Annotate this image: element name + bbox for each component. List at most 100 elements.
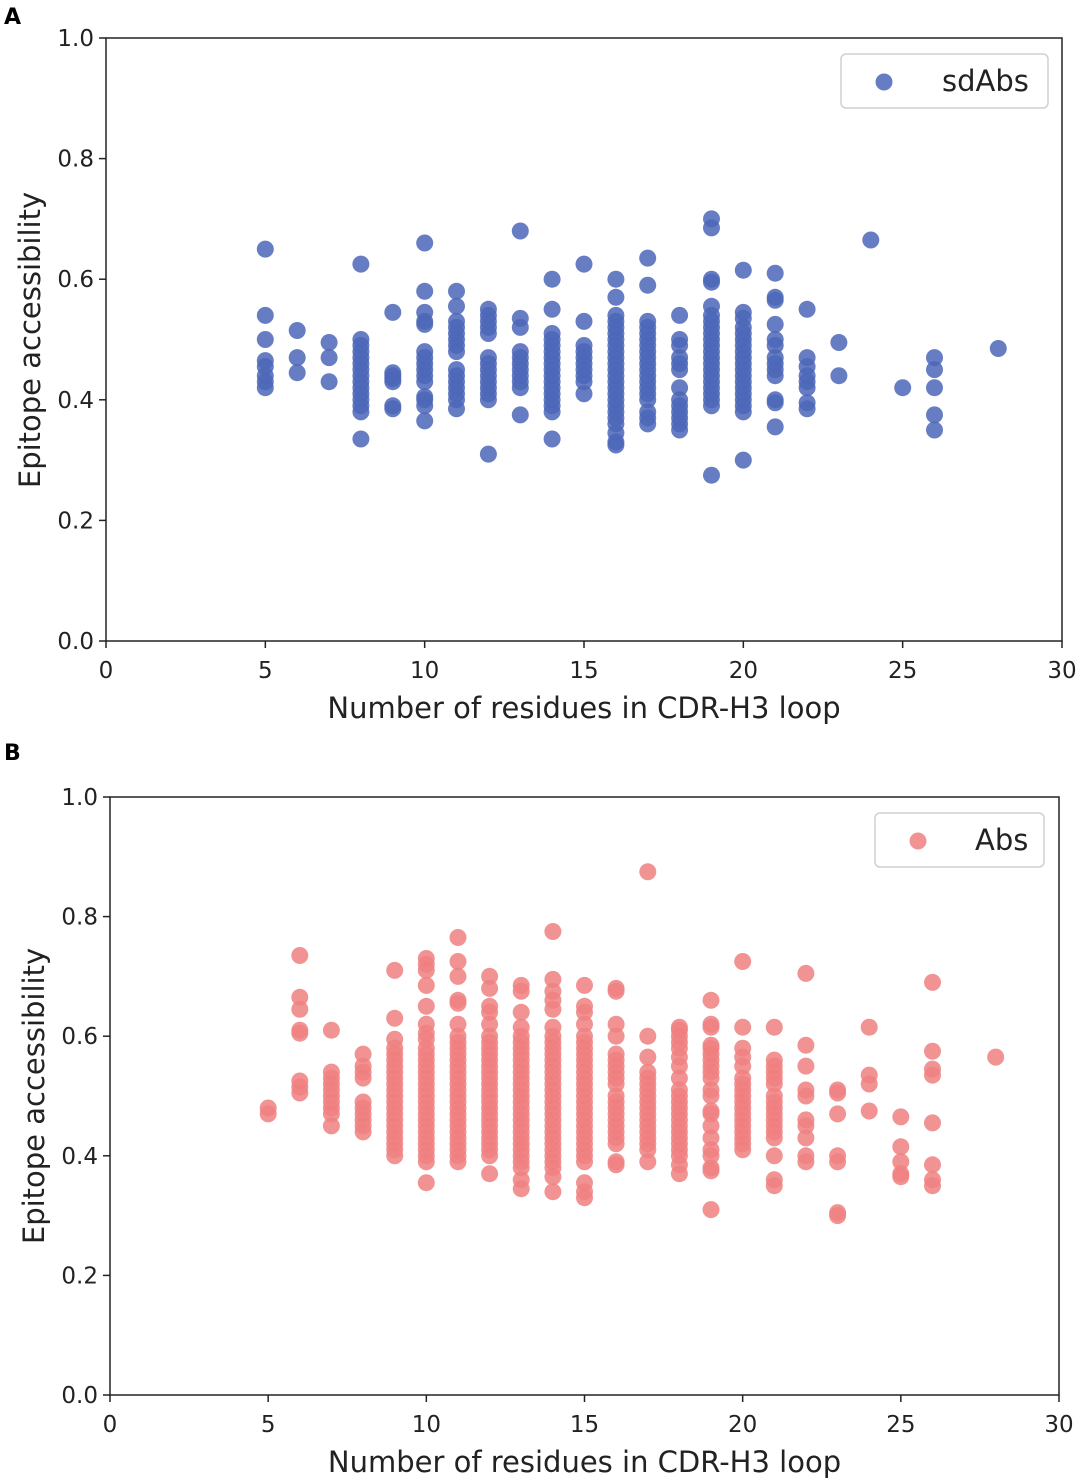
y-axis-title-a: Epitope accessibility	[13, 192, 47, 488]
data-point	[416, 412, 434, 430]
data-point	[670, 1057, 688, 1075]
data-point	[639, 276, 657, 294]
x-tick-label: 25	[886, 1412, 915, 1438]
x-tick-label: 10	[410, 658, 439, 684]
data-point	[481, 1165, 499, 1183]
data-point	[352, 430, 370, 448]
data-point	[512, 1180, 530, 1198]
data-point	[734, 1018, 752, 1036]
data-point	[416, 397, 434, 415]
data-point	[766, 394, 784, 412]
data-point	[639, 1048, 657, 1066]
data-point	[892, 1153, 910, 1171]
data-point	[702, 1129, 720, 1147]
legend-label-abs: Abs	[975, 823, 1028, 857]
data-point	[291, 1024, 309, 1042]
data-point	[892, 1138, 910, 1156]
data-point	[830, 367, 848, 385]
data-point	[256, 379, 274, 397]
data-point	[702, 1117, 720, 1135]
y-tick-label: 0.8	[61, 905, 98, 931]
data-point	[543, 403, 561, 421]
data-point	[416, 234, 434, 252]
data-point	[639, 391, 657, 409]
data-point	[607, 270, 625, 288]
data-point	[924, 973, 941, 991]
data-point	[511, 222, 529, 240]
y-tick-label: 1.0	[61, 785, 98, 811]
data-point	[417, 976, 435, 994]
data-point	[734, 451, 752, 469]
data-point	[417, 1174, 435, 1192]
panel-a: A 0.0 0.2 0.4 0.6 0.8 1.0 0 5 10 15 20 25 30 Number…	[4, 5, 1077, 725]
data-point	[702, 1018, 720, 1036]
data-point	[639, 863, 657, 881]
data-point	[671, 379, 689, 397]
data-point	[989, 340, 1007, 357]
data-point	[543, 270, 561, 288]
data-point	[384, 400, 402, 418]
data-point	[575, 255, 593, 273]
data-point	[765, 1147, 783, 1165]
data-point	[797, 1129, 815, 1147]
data-point	[322, 1105, 340, 1123]
data-point	[703, 466, 720, 484]
data-point	[924, 1156, 941, 1174]
y-axis-b: 0.0 0.2 0.4 0.6 0.8 1.0	[61, 785, 110, 1409]
data-point	[862, 231, 880, 249]
x-tick-label: 20	[729, 658, 758, 684]
y-tick-label: 1.0	[57, 26, 94, 52]
data-point	[924, 1177, 941, 1195]
panel-b: B 0.0 0.2 0.4 0.6 0.8 1.0 0 5 10 15 20 25 30 Number…	[4, 741, 1074, 1479]
data-point	[607, 982, 625, 1000]
y-tick-label: 0.0	[57, 629, 94, 655]
data-point	[481, 1015, 499, 1033]
x-axis-a: 0 5 10 15 20 25 30	[99, 641, 1077, 684]
data-point	[607, 1156, 625, 1174]
data-point	[734, 1057, 752, 1075]
data-point	[765, 1075, 783, 1093]
y-tick-label: 0.6	[61, 1024, 98, 1050]
data-point	[671, 337, 689, 354]
x-tick-label: 15	[570, 1412, 599, 1438]
scatter-points-sdabs	[256, 210, 1007, 484]
data-point	[448, 343, 465, 361]
data-point	[671, 306, 689, 324]
data-point	[288, 349, 306, 367]
data-point	[829, 1084, 847, 1102]
data-point	[924, 1114, 941, 1132]
data-point	[256, 306, 274, 324]
data-point	[544, 970, 562, 988]
x-tick-label: 15	[569, 658, 598, 684]
data-point	[354, 1123, 372, 1141]
data-point	[544, 1168, 562, 1186]
data-point	[479, 391, 497, 409]
x-tick-label: 25	[888, 658, 917, 684]
data-point	[479, 445, 497, 463]
y-tick-label: 0.4	[61, 1144, 98, 1170]
data-point	[829, 1207, 847, 1225]
data-point	[830, 334, 848, 351]
x-tick-label: 0	[99, 658, 114, 684]
data-point	[607, 1135, 625, 1153]
data-point	[291, 1084, 309, 1102]
data-point	[481, 1147, 499, 1165]
data-point	[797, 964, 815, 982]
data-point	[607, 436, 625, 454]
data-point	[481, 979, 499, 997]
data-point	[449, 1015, 467, 1033]
data-point	[892, 1168, 910, 1186]
data-point	[481, 1003, 499, 1021]
data-point	[860, 1102, 878, 1120]
data-point	[512, 1159, 530, 1177]
data-point	[797, 1087, 815, 1105]
x-axis-title-b: Number of residues in CDR-H3 loop	[328, 1445, 841, 1479]
data-point	[543, 430, 561, 448]
data-point	[291, 1000, 309, 1018]
x-tick-label: 30	[1044, 1412, 1073, 1438]
data-point	[417, 1153, 435, 1171]
data-point	[544, 923, 562, 940]
x-tick-label: 20	[728, 1412, 757, 1438]
data-point	[926, 379, 943, 397]
data-point	[797, 1153, 815, 1171]
